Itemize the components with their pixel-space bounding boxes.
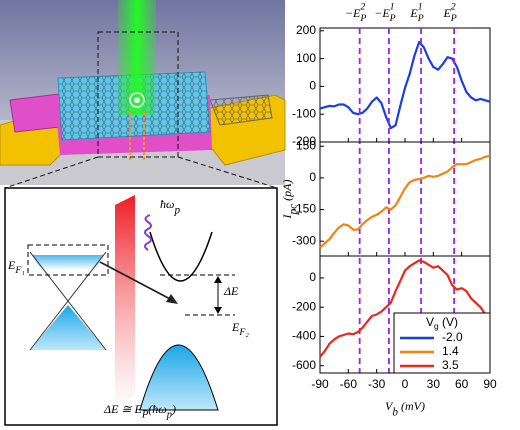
annotation-label-part: 1 — [390, 2, 395, 13]
data-line — [319, 40, 491, 130]
annotation-label-part: E — [409, 6, 418, 20]
legend-box — [393, 312, 491, 374]
y-tick-label: 0 — [309, 170, 316, 184]
legend-label: 1.4 — [442, 344, 459, 358]
gap-label: ΔE — [223, 284, 239, 298]
annotation-label: EP1 — [409, 2, 423, 24]
photon-label: ħωp — [160, 197, 180, 216]
y-tick-label: -300 — [292, 233, 316, 247]
legend-title-part: V — [426, 315, 434, 329]
fermi-label: EF₂ — [231, 320, 249, 338]
y-tick-label: 100 — [296, 51, 316, 65]
formula-part: (ħω — [148, 402, 166, 416]
cone-edge — [29, 251, 107, 351]
annotation-label-part: P — [417, 13, 424, 24]
y-tick-label: -200 — [292, 299, 316, 313]
annotation-label-part: E — [442, 6, 451, 20]
y-axis-label: Ipc (pA) — [280, 180, 299, 220]
formula-part: ΔE ≅ E — [103, 402, 142, 416]
device-illustration — [0, 0, 286, 189]
x-tick-label: -60 — [340, 377, 358, 391]
y-axis-label-part: pc — [287, 204, 299, 216]
filled-states — [33, 255, 103, 270]
arrow-head — [214, 307, 222, 314]
panel-frame — [4, 187, 278, 426]
data-line — [319, 154, 491, 249]
y-tick-label: 0 — [309, 270, 316, 284]
fermi-label-part: F₂ — [238, 327, 249, 338]
legend-title-part: g — [434, 321, 439, 331]
formula-part: P — [141, 410, 149, 421]
x-tick-label: 30 — [427, 377, 441, 391]
spot-core — [134, 97, 140, 103]
formula: ΔE ≅ EP(ħωp) — [103, 402, 176, 421]
annotation-label-part: P — [450, 13, 457, 24]
annotation-label-part: 2 — [451, 2, 456, 13]
y-tick-label: -150 — [292, 202, 316, 216]
transfer-arrow — [99, 261, 173, 301]
band-diagram — [4, 187, 278, 426]
x-tick-label: 0 — [402, 377, 409, 391]
x-tick-label: -90 — [311, 377, 329, 391]
y-tick-label: 200 — [296, 23, 316, 37]
fermi-box — [27, 244, 109, 276]
fermi-label-part: F₁ — [14, 265, 24, 276]
annotation-label-part: −E — [374, 6, 390, 20]
arrow-head — [166, 294, 178, 304]
y-tick-label: -600 — [292, 358, 316, 372]
fermi-label-part: E — [7, 258, 16, 272]
plot-frame — [319, 141, 491, 257]
zoom-box — [97, 31, 179, 158]
annotation-label-part: P — [359, 13, 366, 24]
photon-label-part: ħω — [160, 197, 174, 211]
annotation-label: −EP1 — [374, 2, 395, 24]
valence-cone — [30, 305, 106, 350]
spot — [129, 92, 145, 108]
annotation-label-part: 1 — [418, 2, 423, 13]
x-axis-label: Vb (mV) — [385, 399, 425, 418]
arrow-head — [214, 276, 222, 283]
fermi-label-part: E — [231, 320, 240, 334]
zoom-line — [177, 156, 278, 189]
valence-band — [139, 344, 219, 411]
x-tick-label: 60 — [455, 377, 469, 391]
annotation-label: −EP2 — [345, 2, 366, 24]
x-tick-label: 90 — [483, 377, 497, 391]
x-axis-label-part: b — [392, 406, 398, 418]
y-axis-label-part: I — [280, 213, 294, 219]
light-band — [115, 195, 135, 410]
photon-label-part: p — [173, 204, 180, 216]
graphene-contact — [209, 94, 273, 126]
x-axis-label-part: (mV) — [398, 399, 425, 413]
formula-part: ) — [171, 402, 176, 416]
y-tick-label: 150 — [296, 138, 316, 152]
x-tick-label: -30 — [368, 377, 386, 391]
annotation-label-part: −E — [345, 6, 361, 20]
y-tick-label: -400 — [292, 329, 316, 343]
data-line — [319, 259, 491, 358]
y-tick-label: -100 — [292, 106, 316, 120]
legend-label: -2.0 — [442, 330, 463, 344]
legend-label: 3.5 — [442, 358, 459, 372]
laser-beam — [118, 0, 156, 115]
fermi-label: EF₁ — [7, 258, 25, 276]
photon-wave — [144, 214, 152, 251]
annotation-label: EP2 — [442, 2, 456, 24]
annotation-label-part: P — [389, 13, 396, 24]
gap-label-part: ΔE — [223, 284, 239, 298]
legend-title: Vg (V) — [426, 315, 458, 331]
zoom-line — [4, 156, 99, 189]
y-tick-label: -200 — [292, 134, 316, 148]
formula-part: p — [166, 410, 172, 421]
annotation-label-part: 2 — [360, 2, 365, 13]
conduction-band — [149, 231, 213, 282]
y-axis-label-part: (pA) — [280, 180, 294, 204]
x-axis-label-part: V — [385, 399, 394, 413]
legend-title-part: (V) — [439, 315, 458, 329]
y-tick-label: 0 — [309, 79, 316, 93]
